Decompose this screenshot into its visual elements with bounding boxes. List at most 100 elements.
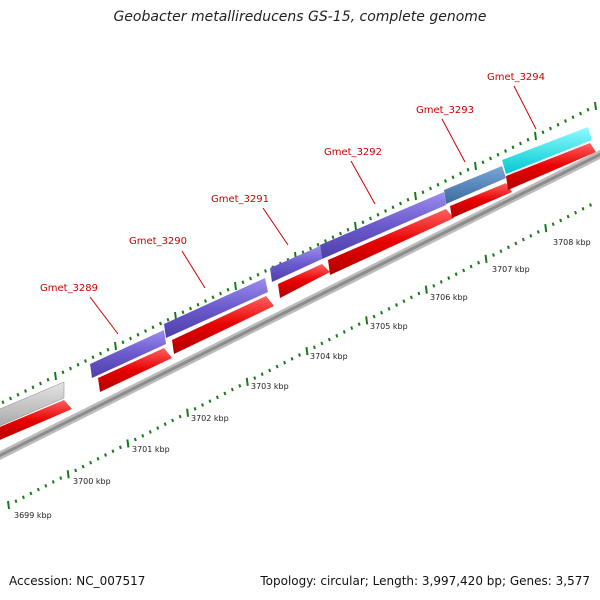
kbp-label: 3707 kbp <box>492 265 530 274</box>
gene-label-leader <box>513 85 537 130</box>
outer-tick <box>504 149 507 153</box>
outer-tick <box>84 359 87 363</box>
inner-tick <box>193 407 197 411</box>
outer-tick <box>564 119 567 123</box>
gene-label-leader <box>262 207 289 246</box>
outer-tick <box>144 329 147 333</box>
outer-tick <box>474 161 477 171</box>
inner-tick <box>544 223 548 233</box>
inner-tick <box>365 316 369 325</box>
outer-tick <box>451 175 455 180</box>
outer-tick <box>511 145 515 150</box>
inner-tick <box>409 295 413 300</box>
inner-tick <box>551 222 555 227</box>
inner-tick <box>492 253 495 257</box>
cds-gmet-3292 <box>328 209 454 275</box>
inner-tick <box>298 353 301 357</box>
inner-tick <box>260 372 264 377</box>
inner-tick <box>230 387 234 392</box>
cds-left <box>0 400 72 440</box>
outer-tick <box>219 291 222 296</box>
inner-tick <box>559 218 563 223</box>
outer-tick <box>114 341 117 351</box>
inner-tick <box>574 210 578 215</box>
inner-tick <box>589 203 592 207</box>
inner-tick <box>178 414 182 419</box>
inner-tick <box>529 233 533 238</box>
kbp-label: 3703 kbp <box>251 382 289 391</box>
outer-tick <box>256 272 260 277</box>
inner-tick <box>245 377 249 387</box>
inner-tick <box>432 283 436 288</box>
inner-tick <box>51 480 55 484</box>
outer-tick <box>136 332 140 337</box>
outer-tick <box>39 381 42 386</box>
inner-tick <box>417 291 421 296</box>
outer-tick <box>241 280 245 285</box>
inner-tick <box>521 237 525 242</box>
inner-tick <box>514 241 518 246</box>
cds-gmet-3294 <box>506 143 596 190</box>
kbp-labels: 3699 kbp 3700 kbp 3701 kbp 3702 kbp 3703 kbp… <box>14 238 591 520</box>
gene-gmet-3293 <box>444 166 506 204</box>
kbp-label: 3706 kbp <box>430 293 468 302</box>
outer-tick <box>76 362 80 367</box>
backbone <box>0 150 600 460</box>
inner-tick <box>506 245 510 250</box>
inner-tick <box>357 322 361 327</box>
inner-tick <box>477 260 481 265</box>
gene-gmet-3290 <box>164 278 268 338</box>
gene-gmet-3291 <box>270 246 322 282</box>
outer-tick <box>204 299 207 303</box>
gene-label: Gmet_3290 <box>129 236 187 247</box>
inner-tick <box>215 395 219 400</box>
outer-tick <box>519 141 522 146</box>
kbp-label: 3704 kbp <box>310 352 348 361</box>
inner-tick <box>59 476 63 480</box>
kbp-label: 3705 kbp <box>370 322 408 331</box>
outer-tick <box>481 160 485 165</box>
inner-tick <box>14 499 18 503</box>
inner-tick <box>223 391 227 396</box>
outer-tick <box>376 212 380 217</box>
inner-tick <box>163 422 167 427</box>
inner-tick <box>201 403 204 407</box>
topology-summary: Topology: circular; Length: 3,997,420 bp… <box>260 574 590 588</box>
outer-tick <box>571 115 575 120</box>
inner-tick <box>81 464 85 469</box>
outer-tick <box>16 392 20 397</box>
inner-tick <box>141 433 145 438</box>
backbone-line <box>0 152 600 458</box>
outer-tick <box>579 111 582 116</box>
inner-tick <box>275 364 279 369</box>
outer-tick <box>159 321 162 326</box>
inner-tick <box>581 207 585 211</box>
inner-tick <box>439 280 443 284</box>
outer-tick <box>399 201 402 206</box>
outer-tick <box>496 152 500 157</box>
outer-tick <box>459 171 462 176</box>
inner-tick <box>36 487 40 492</box>
outer-tick <box>54 371 57 381</box>
outer-tick <box>414 191 417 201</box>
gene-label-leader <box>181 250 206 289</box>
outer-tick <box>99 351 102 356</box>
inner-tick <box>566 214 570 219</box>
outer-tick <box>549 126 552 131</box>
kbp-label: 3701 kbp <box>132 445 170 454</box>
inner-tick-row <box>7 203 592 510</box>
gene-labels: Gmet_3289 Gmet_3290 Gmet_3291 Gmet_3292 Gmet… <box>40 72 545 335</box>
kbp-label: 3708 kbp <box>553 238 591 247</box>
inner-tick <box>118 445 122 450</box>
inner-tick <box>290 357 294 361</box>
gene-label-leader <box>89 296 119 335</box>
outer-tick <box>436 182 440 187</box>
gene-label-leader <box>441 118 466 163</box>
inner-tick <box>7 500 10 510</box>
inner-tick <box>424 285 428 294</box>
inner-tick <box>268 368 272 373</box>
outer-tick <box>301 250 305 255</box>
inner-tick <box>126 439 130 448</box>
inner-tick <box>380 310 384 315</box>
outer-tick <box>166 317 170 322</box>
